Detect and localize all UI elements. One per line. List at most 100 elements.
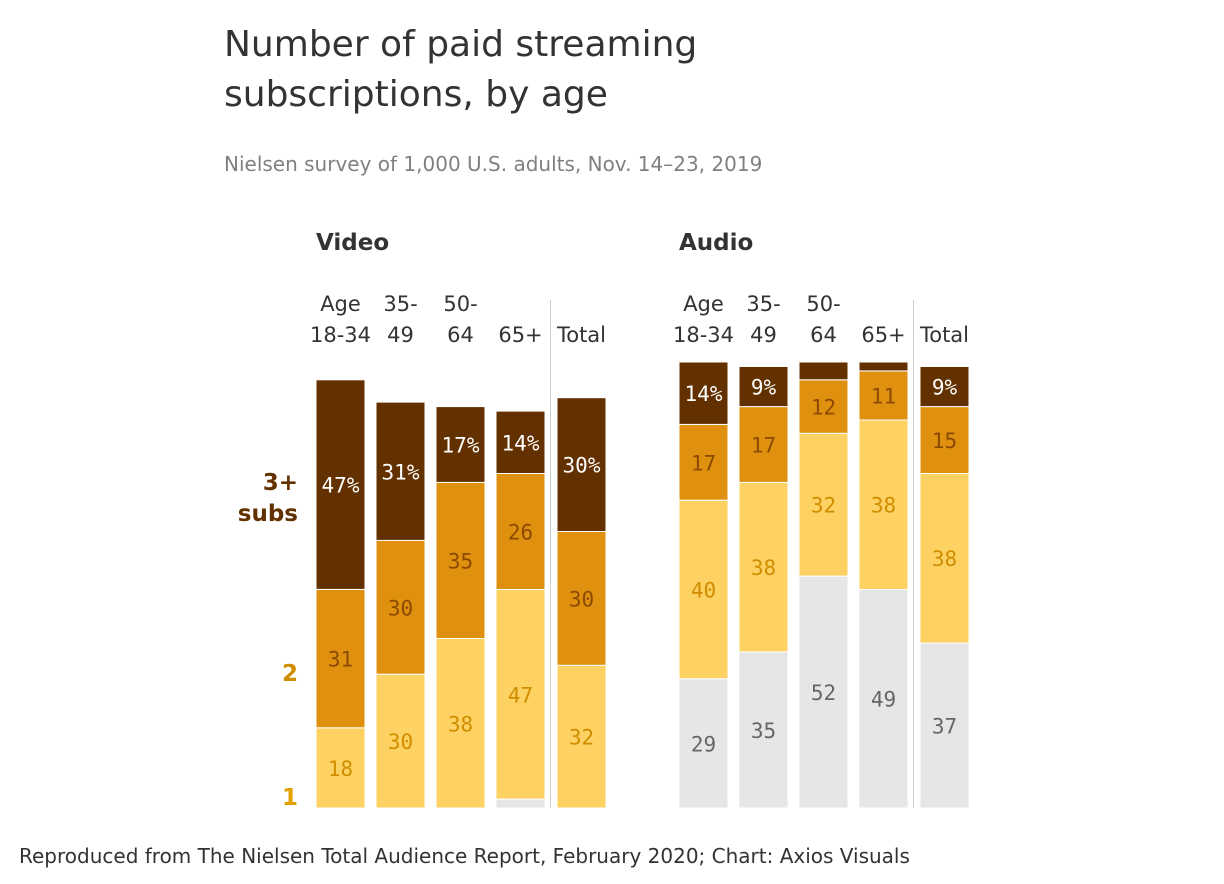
chart-subtitle: Nielsen survey of 1,000 U.S. adults, Nov… bbox=[224, 152, 763, 176]
bar-segment-audio-0-none bbox=[678, 678, 729, 809]
data-label-video-4-one: 32 bbox=[569, 726, 594, 750]
data-label-video-1-three_plus: 31% bbox=[382, 460, 420, 484]
bar-segment-video-2-one bbox=[435, 638, 486, 809]
row-label-one: 1 bbox=[281, 785, 298, 811]
col-header-line2: 49 bbox=[387, 323, 414, 347]
bar-segment-video-4-two bbox=[556, 531, 607, 666]
col-header-video-1: 35- 49 bbox=[366, 289, 436, 351]
data-label-audio-0-one: 40 bbox=[691, 579, 716, 603]
row-label-three-plus: 3+ subs bbox=[198, 468, 298, 530]
data-label-video-0-two: 31 bbox=[328, 648, 353, 672]
data-label-audio-4-none: 37 bbox=[932, 715, 957, 739]
col-header-line1: 50- bbox=[443, 292, 478, 316]
data-label-audio-4-two: 15 bbox=[932, 429, 957, 453]
data-label-video-4-three_plus: 30% bbox=[563, 454, 601, 478]
data-label-audio-3-none: 49 bbox=[871, 688, 896, 712]
data-label-audio-3-two: 11 bbox=[871, 385, 896, 409]
col-header-line2: 49 bbox=[750, 323, 777, 347]
bar-segment-video-3-three_plus bbox=[495, 410, 546, 475]
col-header-audio-3: 65+ bbox=[849, 289, 919, 351]
col-header-line2: 64 bbox=[447, 323, 474, 347]
data-label-audio-0-three_plus: 14% bbox=[685, 382, 723, 406]
bar-segment-audio-2-none bbox=[798, 575, 849, 809]
bar-segment-video-3-one bbox=[495, 589, 546, 800]
bar-segment-audio-0-three_plus bbox=[678, 361, 729, 425]
bar-segment-audio-3-none bbox=[858, 589, 909, 809]
panel-title-video: Video bbox=[316, 230, 390, 256]
data-label-video-3-three_plus: 14% bbox=[502, 431, 540, 455]
bar-segment-video-0-three_plus bbox=[315, 379, 366, 590]
row-label-two: 2 bbox=[281, 661, 298, 687]
bar-segment-audio-0-two bbox=[678, 423, 729, 501]
col-header-audio-1: 35- 49 bbox=[729, 289, 799, 351]
data-label-audio-2-none: 52 bbox=[811, 681, 836, 705]
bar-segment-audio-4-three_plus bbox=[919, 366, 970, 408]
col-header-video-4: Total bbox=[547, 289, 617, 351]
col-header-line1: Age bbox=[683, 292, 724, 316]
row-label-three-plus-line2: subs bbox=[237, 501, 298, 527]
data-label-audio-0-none: 29 bbox=[691, 732, 716, 756]
data-label-video-3-one: 47 bbox=[508, 683, 533, 707]
col-header-line2: 18-34 bbox=[309, 323, 372, 347]
bar-segment-audio-2-two bbox=[798, 379, 849, 434]
data-label-video-2-one: 38 bbox=[448, 712, 473, 736]
col-header-line2: 65+ bbox=[861, 323, 906, 347]
data-label-audio-2-one: 32 bbox=[811, 494, 836, 518]
data-label-audio-3-one: 38 bbox=[871, 494, 896, 518]
data-label-video-0-one: 18 bbox=[328, 757, 353, 781]
data-label-audio-1-one: 38 bbox=[751, 556, 776, 580]
chart-title: Number of paid streaming subscriptions, … bbox=[224, 24, 698, 115]
data-label-video-2-three_plus: 17% bbox=[442, 434, 480, 458]
col-header-line1: 35- bbox=[746, 292, 781, 316]
chart-source: Reproduced from The Nielsen Total Audien… bbox=[19, 844, 910, 868]
data-label-audio-4-one: 38 bbox=[932, 547, 957, 571]
bar-segment-video-1-one bbox=[375, 673, 426, 809]
data-label-audio-2-two: 12 bbox=[811, 396, 836, 420]
col-header-line2: 65+ bbox=[498, 323, 543, 347]
col-header-line2: 64 bbox=[810, 323, 837, 347]
bar-segment-audio-4-one bbox=[919, 473, 970, 644]
panel-title-audio: Audio bbox=[679, 230, 754, 256]
bar-segment-audio-1-two bbox=[738, 406, 789, 483]
bar-segment-audio-1-one bbox=[738, 481, 789, 653]
col-header-line2: 18-34 bbox=[672, 323, 735, 347]
bar-segment-video-4-three_plus bbox=[556, 397, 607, 533]
bar-segment-audio-1-three_plus bbox=[738, 366, 789, 408]
col-header-line1: 50- bbox=[806, 292, 841, 316]
bar-segment-audio-4-none bbox=[919, 642, 970, 809]
col-header-line1: 35- bbox=[383, 292, 418, 316]
bar-segment-video-3-two bbox=[495, 473, 546, 590]
col-header-video-2: 50- 64 bbox=[426, 289, 496, 351]
bar-segment-video-3-none bbox=[495, 798, 546, 809]
row-label-three-plus-line1: 3+ bbox=[262, 470, 298, 496]
bar-segment-audio-3-one bbox=[858, 419, 909, 590]
bar-segment-audio-2-one bbox=[798, 432, 849, 577]
total-divider-audio bbox=[913, 300, 914, 808]
bar-segment-video-0-two bbox=[315, 589, 366, 729]
col-header-audio-2: 50- 64 bbox=[789, 289, 859, 351]
data-label-video-1-one: 30 bbox=[388, 730, 413, 754]
col-header-video-3: 65+ bbox=[486, 289, 556, 351]
data-label-video-4-two: 30 bbox=[569, 587, 594, 611]
bar-segment-video-2-three_plus bbox=[435, 406, 486, 483]
data-label-video-0-three_plus: 47% bbox=[322, 474, 360, 498]
data-label-audio-1-three_plus: 9% bbox=[751, 376, 777, 400]
total-divider-video bbox=[550, 300, 551, 808]
data-label-audio-1-none: 35 bbox=[751, 719, 776, 743]
col-header-line1: Age bbox=[320, 292, 361, 316]
bar-segment-audio-3-two bbox=[858, 370, 909, 421]
bar-segment-video-2-two bbox=[435, 481, 486, 639]
bar-segment-video-1-three_plus bbox=[375, 401, 426, 541]
data-label-video-3-two: 26 bbox=[508, 521, 533, 545]
bar-segment-video-4-one bbox=[556, 664, 607, 809]
data-label-video-1-two: 30 bbox=[388, 596, 413, 620]
bar-segment-audio-4-two bbox=[919, 406, 970, 475]
data-label-audio-0-two: 17 bbox=[691, 451, 716, 475]
col-header-audio-4: Total bbox=[910, 289, 980, 351]
data-label-audio-4-three_plus: 9% bbox=[932, 376, 958, 400]
col-header-audio-0: Age 18-34 bbox=[669, 289, 739, 351]
data-label-audio-1-two: 17 bbox=[751, 434, 776, 458]
col-header-line2: Total bbox=[919, 323, 970, 347]
bar-segment-audio-3-three_plus bbox=[858, 361, 909, 372]
